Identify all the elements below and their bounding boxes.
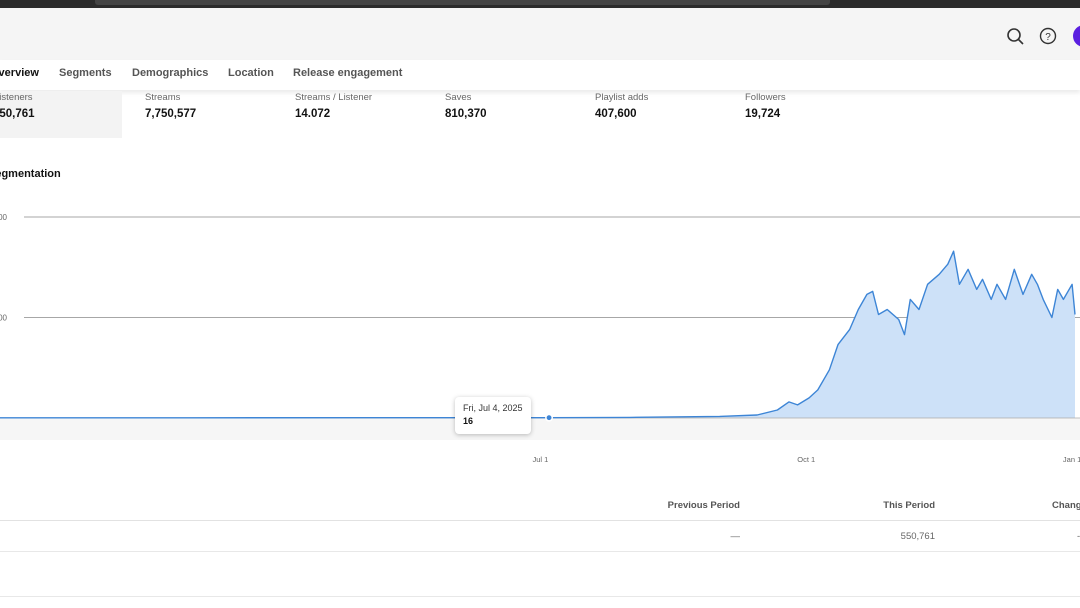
selected-stat xyxy=(0,91,122,138)
table-cell: 550,761 xyxy=(900,531,935,542)
tooltip-value: 16 xyxy=(463,416,474,426)
row-divider xyxy=(0,551,1080,552)
x-tick-label: Oct 1 xyxy=(797,455,815,464)
plot-floor xyxy=(0,418,1080,440)
chart: 5,000 10,000 Jul 1 Oct 1 Jan 1 xyxy=(0,213,1080,464)
table-header: This Period xyxy=(883,500,935,511)
hover-point xyxy=(545,413,554,422)
chart-title: Segmentation xyxy=(0,168,61,180)
tab[interactable]: Release engagement xyxy=(293,67,403,79)
stat-value: 7,750,577 xyxy=(145,108,197,120)
table-cell: — xyxy=(730,531,741,542)
stat-value: 810,370 xyxy=(445,108,487,120)
tooltip: Fri, Jul 4, 2025 16 xyxy=(455,397,531,434)
y-tick-label: 10,000 xyxy=(0,213,8,222)
stat-value: 407,600 xyxy=(595,108,637,120)
search-icon[interactable] xyxy=(1007,28,1024,45)
stat-label: Streams / Listener xyxy=(295,92,373,103)
stat-value: 14.072 xyxy=(295,108,331,120)
top-header xyxy=(0,8,1080,60)
stat-label: Listeners xyxy=(0,92,33,103)
help-icon[interactable]: ? xyxy=(1039,27,1057,45)
stat-value: 19,724 xyxy=(745,108,781,120)
stat-label: Saves xyxy=(445,92,472,103)
tab[interactable]: Location xyxy=(228,67,274,79)
line xyxy=(0,250,1076,419)
tab-bar xyxy=(0,60,1080,90)
table-cell: - xyxy=(1077,531,1080,542)
x-tick-label: Jul 1 xyxy=(532,455,548,464)
stat-label: Streams xyxy=(145,92,181,103)
table-header: Previous Period xyxy=(667,500,740,511)
row-divider xyxy=(0,596,1080,597)
y-tick-label: 5,000 xyxy=(0,314,8,323)
svg-text:?: ? xyxy=(1045,32,1051,43)
avatar[interactable] xyxy=(1073,25,1080,47)
area xyxy=(0,251,1075,418)
address-bar xyxy=(95,0,830,5)
row-divider xyxy=(0,520,1080,521)
table-header: Change xyxy=(1052,500,1080,511)
stat-value: 550,761 xyxy=(0,108,35,120)
tooltip-date: Fri, Jul 4, 2025 xyxy=(463,403,523,413)
tab[interactable]: Demographics xyxy=(132,67,209,79)
tab[interactable]: Segments xyxy=(59,67,112,79)
header-icons: ? xyxy=(1007,25,1080,47)
x-tick-label: Jan 1 xyxy=(1063,455,1080,464)
stat-label: Followers xyxy=(745,92,786,103)
stat-label: Playlist adds xyxy=(595,92,649,103)
tab[interactable]: Overview xyxy=(0,67,39,79)
